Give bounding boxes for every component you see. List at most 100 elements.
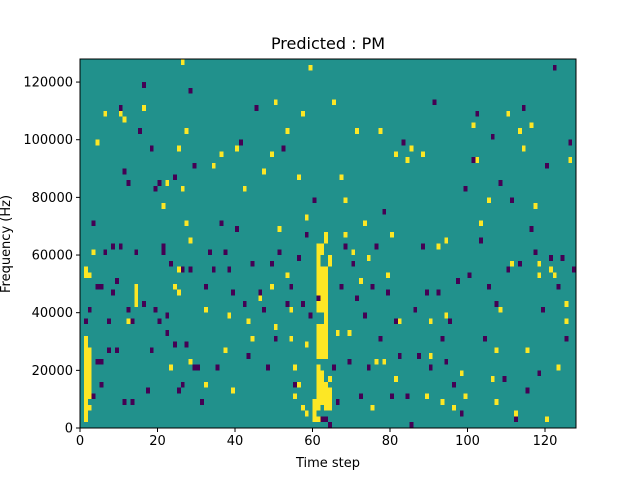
heatmap-cell-high [87, 393, 92, 400]
heatmap-cell-high [316, 347, 321, 354]
heatmap-cell-high [517, 128, 522, 134]
heatmap-cell-low [514, 416, 518, 423]
heatmap-cell-high [142, 105, 146, 111]
x-tick-label: 40 [227, 434, 244, 449]
heatmap-cell-high [343, 231, 348, 238]
heatmap-cell-low [393, 318, 398, 325]
heatmap-cell-low [432, 99, 437, 106]
heatmap-cell-high [180, 59, 185, 65]
heatmap-cell-high [328, 393, 332, 400]
heatmap-cell-low [157, 318, 162, 325]
heatmap-cell-high [328, 387, 332, 394]
heatmap-cell-high [397, 318, 402, 325]
heatmap-cell-high [463, 393, 468, 400]
heatmap-cell-high [316, 399, 321, 405]
heatmap-cell-high [506, 110, 511, 117]
heatmap-cell-high [316, 255, 321, 261]
heatmap-cell-low [494, 301, 499, 307]
heatmap-cell-high [324, 306, 328, 313]
heatmap-cell-high [134, 283, 139, 290]
heatmap-cell-high [204, 306, 208, 313]
heatmap-cell-high [320, 399, 325, 405]
heatmap-cell-high [289, 335, 294, 342]
heatmap-cell-low [378, 335, 383, 342]
heatmap-cell-high [87, 347, 92, 354]
heatmap-cell-high [312, 416, 317, 423]
heatmap-cell-low [479, 237, 483, 244]
heatmap-cell-high [320, 324, 325, 330]
heatmap-cell-low [552, 64, 557, 71]
heatmap-cell-high [316, 243, 321, 250]
x-axis-label: Time step [295, 456, 360, 471]
heatmap-cell-high [343, 197, 348, 204]
heatmap-cell-high [556, 364, 561, 371]
heatmap-cell-high [180, 185, 185, 192]
heatmap-cell-high [188, 358, 193, 365]
heatmap-cell-high [320, 301, 325, 307]
heatmap-cell-high [378, 128, 383, 134]
heatmap-cell-high [386, 272, 390, 279]
heatmap-cell-low [227, 266, 232, 273]
heatmap-cell-low [130, 399, 135, 405]
heatmap-cell-high [324, 295, 328, 302]
heatmap-cell-low [99, 283, 104, 290]
heatmap-cell-high [300, 404, 305, 411]
heatmap-cell-low [138, 128, 142, 134]
heatmap-cell-high [176, 145, 181, 152]
heatmap-cell-high [324, 237, 328, 244]
heatmap-cell-low [424, 289, 429, 296]
heatmap-cell-high [277, 226, 282, 232]
heatmap-cell-low [297, 255, 301, 261]
heatmap-cell-low [548, 255, 553, 261]
heatmap-cell-high [471, 122, 476, 129]
heatmap-cell-high [328, 255, 332, 261]
x-axis: 0 20 40 60 80 100 120 [76, 428, 557, 449]
heatmap-cell-high [564, 318, 569, 325]
heatmap-cell-low [316, 295, 321, 302]
heatmap-cell-high [393, 376, 398, 382]
heatmap-cell-low [161, 249, 166, 256]
heatmap-cell-high [293, 364, 297, 371]
heatmap-cell-low [219, 220, 224, 227]
heatmap-cell-low [118, 243, 123, 250]
heatmap-cell-high [320, 243, 325, 250]
heatmap-cell-low [153, 306, 158, 313]
heatmap-cell-high [316, 335, 321, 342]
heatmap-cell-low [475, 110, 480, 117]
heatmap-cell-high [537, 272, 542, 279]
heatmap-cell-high [328, 399, 332, 405]
heatmap-cell-high [269, 151, 274, 158]
heatmap-cell-low [142, 82, 146, 88]
heatmap-cell-high [83, 353, 88, 359]
heatmap-cell-low [339, 283, 344, 290]
heatmap-cell-high [324, 278, 328, 284]
heatmap-cell-low [483, 335, 487, 342]
heatmap-cell-low [223, 249, 228, 256]
heatmap-cell-low [541, 306, 545, 313]
heatmap-cell-low [111, 243, 115, 250]
heatmap-cell-low [374, 243, 379, 250]
heatmap-cell-high [324, 301, 328, 307]
heatmap-cell-high [242, 185, 247, 192]
heatmap-cell-high [211, 162, 216, 169]
heatmap-cell-high [219, 151, 224, 158]
heatmap-cell-high [118, 110, 123, 117]
heatmap-cell-high [436, 243, 441, 250]
heatmap-cell-low [254, 105, 259, 111]
heatmap-cell-high [297, 174, 301, 181]
heatmap-cell-high [87, 364, 92, 371]
heatmap-cell-high [87, 272, 92, 279]
heatmap-cell-high [316, 272, 321, 279]
heatmap-cell-high [324, 329, 328, 336]
heatmap-cell-low [359, 393, 363, 400]
y-tick-label: 0 [65, 422, 73, 437]
heatmap-cell-low [289, 283, 294, 290]
heatmap-cell-low [107, 347, 111, 354]
heatmap-cell-low [192, 364, 197, 371]
heatmap-cell-low [328, 422, 332, 428]
heatmap-cell-high [300, 110, 305, 117]
heatmap-cell-high [324, 341, 328, 348]
heatmap-cell-high [324, 318, 328, 325]
heatmap-cell-low [564, 335, 569, 342]
